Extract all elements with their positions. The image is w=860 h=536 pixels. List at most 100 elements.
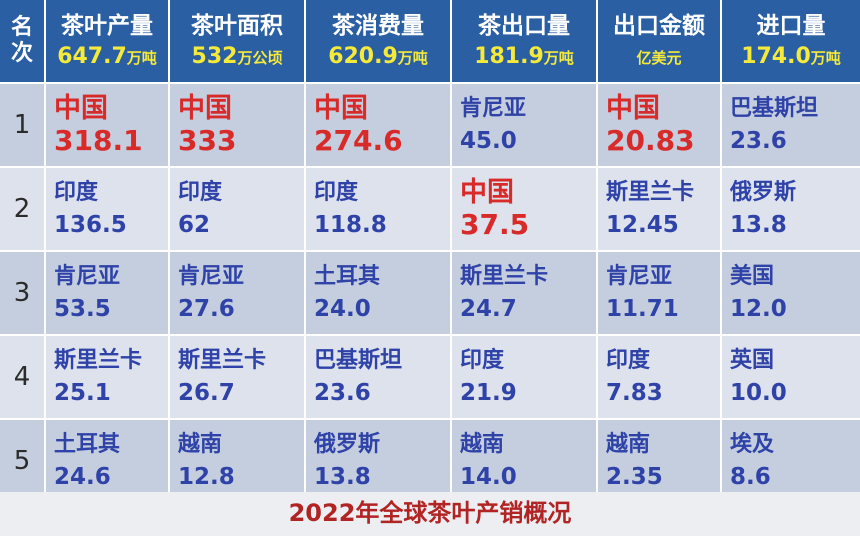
stat-value: 37.5 bbox=[460, 208, 530, 241]
header-total-unit: 亿美元 bbox=[636, 48, 682, 67]
country-name: 印度 bbox=[54, 180, 99, 205]
country-name: 斯里兰卡 bbox=[460, 264, 549, 289]
header-col-area: 茶叶面积 532万公顷 bbox=[170, 0, 306, 82]
stat-value: 10.0 bbox=[730, 380, 787, 406]
stat-value: 118.8 bbox=[314, 212, 387, 238]
tea-stats-table: 名 次 茶叶产量 647.7万吨 茶叶面积 532万公顷 茶消费量 620.9万… bbox=[0, 0, 860, 504]
country-name: 斯里兰卡 bbox=[178, 348, 267, 373]
country-name: 埃及 bbox=[730, 432, 775, 457]
header-col-production: 茶叶产量 647.7万吨 bbox=[46, 0, 170, 82]
country-name: 英国 bbox=[730, 348, 775, 373]
stat-value: 62 bbox=[178, 212, 211, 238]
country-name: 中国 bbox=[606, 93, 660, 124]
table-cell: 埃及 8.6 bbox=[722, 420, 860, 504]
stat-value: 53.5 bbox=[54, 296, 111, 322]
table-cell: 斯里兰卡 24.7 bbox=[452, 252, 598, 336]
country-name: 俄罗斯 bbox=[314, 432, 381, 457]
country-name: 肯尼亚 bbox=[460, 96, 527, 121]
header-col-consumption: 茶消费量 620.9万吨 bbox=[306, 0, 452, 82]
table-cell: 印度 136.5 bbox=[46, 168, 170, 252]
table-row: 2 印度 136.5 印度 62 印度 118.8 中国 37.5 斯里兰卡 12.45 俄罗斯 13.… bbox=[0, 168, 860, 252]
table-cell: 肯尼亚 27.6 bbox=[170, 252, 306, 336]
stat-value: 274.6 bbox=[314, 124, 403, 157]
header-total: 174.0万吨 bbox=[722, 44, 860, 71]
header-total: 620.9万吨 bbox=[306, 44, 450, 71]
caption-text: 2022年全球茶叶产销概况 bbox=[288, 499, 572, 527]
table-cell: 土耳其 24.6 bbox=[46, 420, 170, 504]
header-row: 名 次 茶叶产量 647.7万吨 茶叶面积 532万公顷 茶消费量 620.9万… bbox=[0, 0, 860, 82]
rank-cell: 5 bbox=[0, 420, 46, 504]
country-name: 肯尼亚 bbox=[178, 264, 245, 289]
stat-value: 7.83 bbox=[606, 380, 663, 406]
table-cell: 印度 21.9 bbox=[452, 336, 598, 420]
stat-value: 11.71 bbox=[606, 296, 679, 322]
country-name: 中国 bbox=[460, 177, 514, 208]
country-name: 越南 bbox=[178, 432, 223, 457]
table-cell: 巴基斯坦 23.6 bbox=[306, 336, 452, 420]
table-row: 4 斯里兰卡 25.1 斯里兰卡 26.7 巴基斯坦 23.6 印度 21.9 印度 7.83 英国 1… bbox=[0, 336, 860, 420]
table-cell: 印度 7.83 bbox=[598, 336, 722, 420]
header-total-unit: 万吨 bbox=[543, 48, 574, 67]
table-cell: 英国 10.0 bbox=[722, 336, 860, 420]
caption-bar: 2022年全球茶叶产销概况 bbox=[0, 492, 860, 536]
country-name: 巴基斯坦 bbox=[314, 348, 403, 373]
table-cell: 越南 12.8 bbox=[170, 420, 306, 504]
stat-value: 333 bbox=[178, 124, 237, 157]
header-total: 647.7万吨 bbox=[46, 44, 168, 71]
table-cell: 中国 318.1 bbox=[46, 82, 170, 168]
table-cell: 巴基斯坦 23.6 bbox=[722, 82, 860, 168]
header-total-number: 174.0 bbox=[741, 43, 811, 69]
country-name: 斯里兰卡 bbox=[54, 348, 143, 373]
table-cell: 美国 12.0 bbox=[722, 252, 860, 336]
header-title: 茶消费量 bbox=[332, 12, 424, 39]
stat-value: 2.35 bbox=[606, 464, 663, 490]
country-name: 越南 bbox=[606, 432, 651, 457]
stat-value: 23.6 bbox=[314, 380, 371, 406]
country-name: 中国 bbox=[178, 93, 232, 124]
stat-value: 27.6 bbox=[178, 296, 235, 322]
header-total-unit: 万吨 bbox=[126, 48, 157, 67]
stat-value: 12.8 bbox=[178, 464, 235, 490]
header-total-unit: 万公顷 bbox=[237, 48, 283, 67]
header-rank-line1: 名 bbox=[10, 15, 33, 40]
stat-value: 20.83 bbox=[606, 124, 695, 157]
header-total-number: 532 bbox=[191, 43, 238, 69]
header-rank: 名 次 bbox=[0, 0, 46, 82]
table-cell: 中国 20.83 bbox=[598, 82, 722, 168]
stat-value: 45.0 bbox=[460, 128, 517, 154]
table-cell: 斯里兰卡 12.45 bbox=[598, 168, 722, 252]
header-total-unit: 万吨 bbox=[397, 48, 428, 67]
stat-value: 24.7 bbox=[460, 296, 517, 322]
header-total: 181.9万吨 bbox=[452, 44, 596, 71]
stat-value: 12.0 bbox=[730, 296, 787, 322]
country-name: 印度 bbox=[178, 180, 223, 205]
stat-value: 21.9 bbox=[460, 380, 517, 406]
table-cell: 肯尼亚 53.5 bbox=[46, 252, 170, 336]
country-name: 印度 bbox=[314, 180, 359, 205]
country-name: 斯里兰卡 bbox=[606, 180, 695, 205]
header-total-number: 620.9 bbox=[328, 43, 398, 69]
table-row: 1 中国 318.1 中国 333 中国 274.6 肯尼亚 45.0 中国 20.83 巴基斯坦 23… bbox=[0, 82, 860, 168]
stat-value: 24.0 bbox=[314, 296, 371, 322]
rank-cell: 4 bbox=[0, 336, 46, 420]
country-name: 印度 bbox=[460, 348, 505, 373]
country-name: 美国 bbox=[730, 264, 775, 289]
stat-value: 26.7 bbox=[178, 380, 235, 406]
header-rank-line2: 次 bbox=[10, 41, 33, 66]
table-cell: 中国 37.5 bbox=[452, 168, 598, 252]
table-cell: 土耳其 24.0 bbox=[306, 252, 452, 336]
header-total: 532万公顷 bbox=[170, 44, 304, 71]
table-cell: 印度 62 bbox=[170, 168, 306, 252]
stat-value: 25.1 bbox=[54, 380, 111, 406]
stat-value: 8.6 bbox=[730, 464, 771, 490]
stat-value: 13.8 bbox=[314, 464, 371, 490]
country-name: 越南 bbox=[460, 432, 505, 457]
table-cell: 中国 274.6 bbox=[306, 82, 452, 168]
table-cell: 俄罗斯 13.8 bbox=[722, 168, 860, 252]
header-total-number: 181.9 bbox=[474, 43, 544, 69]
country-name: 俄罗斯 bbox=[730, 180, 797, 205]
country-name: 肯尼亚 bbox=[606, 264, 673, 289]
country-name: 中国 bbox=[54, 93, 108, 124]
header-title: 茶出口量 bbox=[478, 12, 570, 39]
header-title: 茶叶产量 bbox=[61, 12, 153, 39]
